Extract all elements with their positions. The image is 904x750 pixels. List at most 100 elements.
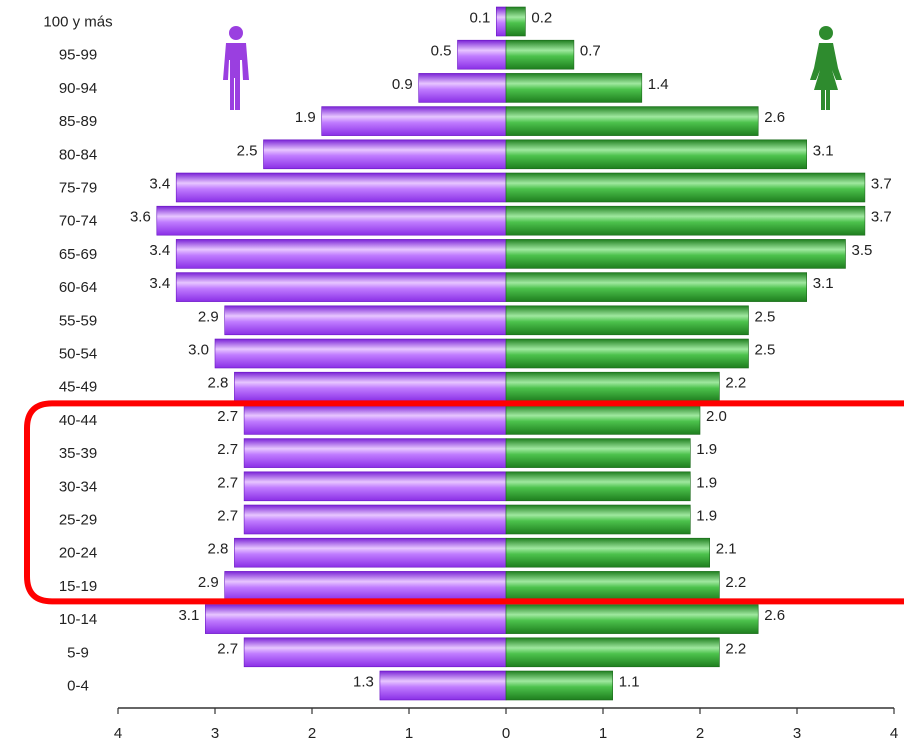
male-bar [234, 371, 507, 402]
female-value-label: 3.7 [871, 209, 892, 226]
female-value-label: 0.7 [580, 43, 601, 60]
female-value-label: 0.2 [531, 10, 552, 27]
age-group-label: 5-9 [67, 644, 89, 661]
male-value-label: 2.5 [237, 142, 258, 159]
age-group-label: 80-84 [59, 146, 97, 163]
female-value-label: 3.1 [813, 275, 834, 292]
female-figure-icon [810, 26, 842, 110]
male-bar [457, 39, 507, 70]
icons-layer [223, 26, 842, 110]
female-bar [505, 537, 710, 568]
x-tick-label: 3 [211, 725, 219, 742]
age-group-label: 100 y más [43, 14, 112, 31]
age-group-label: 35-39 [59, 445, 97, 462]
female-bar [505, 272, 808, 302]
x-tick-label: 1 [599, 725, 607, 742]
male-bar [214, 338, 507, 369]
male-bar [175, 172, 507, 203]
age-group-label: 20-24 [59, 545, 97, 562]
male-bar [243, 438, 507, 468]
x-tick-label: 2 [308, 725, 316, 742]
male-value-label: 3.1 [178, 607, 199, 624]
female-value-label: 2.2 [725, 574, 746, 591]
male-value-label: 2.7 [217, 408, 238, 425]
x-tick-label: 2 [696, 725, 704, 742]
x-tick-label: 4 [114, 725, 122, 742]
male-bar [224, 571, 507, 601]
male-value-label: 0.5 [431, 43, 452, 60]
male-value-label: 3.4 [149, 242, 170, 259]
age-group-label: 85-89 [59, 113, 97, 130]
female-bar [505, 73, 643, 103]
male-value-label: 2.7 [217, 508, 238, 525]
male-value-label: 1.3 [353, 674, 374, 691]
male-value-label: 2.8 [208, 541, 229, 558]
female-bar [505, 106, 759, 136]
age-group-label: 45-49 [59, 379, 97, 396]
male-value-label: 0.1 [469, 10, 490, 27]
age-group-label: 40-44 [59, 412, 97, 429]
age-group-label: 60-64 [59, 279, 97, 296]
female-bar [505, 205, 866, 236]
male-bar [243, 405, 507, 435]
male-bar [175, 272, 507, 302]
female-bar [505, 438, 691, 468]
male-value-label: 1.9 [295, 109, 316, 126]
male-bar [243, 471, 507, 502]
male-bar [495, 6, 507, 37]
highlight-layer [24, 400, 904, 605]
female-bar [505, 371, 720, 402]
female-bar [505, 305, 749, 336]
age-group-label: 55-59 [59, 312, 97, 329]
female-bar [505, 604, 759, 634]
female-value-label: 1.9 [696, 508, 717, 525]
female-bar [505, 637, 720, 668]
age-group-label: 50-54 [59, 346, 97, 363]
female-value-label: 1.9 [696, 474, 717, 491]
female-value-label: 2.2 [725, 640, 746, 657]
female-bar [505, 338, 749, 369]
female-value-label: 2.6 [764, 109, 785, 126]
female-value-label: 2.5 [755, 342, 776, 359]
male-value-label: 2.9 [198, 308, 219, 325]
labels-layer: 100 y más 0.1 0.2 95-99 0.5 0.7 90-94 0.9 1.4 85-… [43, 10, 891, 695]
female-bar [505, 139, 808, 170]
female-bar [505, 670, 613, 701]
age-group-label: 65-69 [59, 246, 97, 263]
female-bar [505, 571, 720, 601]
female-value-label: 1.1 [619, 674, 640, 691]
female-value-label: 2.2 [725, 375, 746, 392]
male-bar [379, 670, 507, 701]
age-group-label: 95-99 [59, 47, 97, 64]
female-value-label: 1.4 [648, 76, 669, 93]
male-bar [418, 73, 507, 103]
male-value-label: 2.7 [217, 441, 238, 458]
female-bar [505, 504, 691, 535]
male-value-label: 2.9 [198, 574, 219, 591]
age-group-label: 30-34 [59, 478, 97, 495]
bars-layer [156, 6, 866, 701]
age-group-label: 0-4 [67, 678, 89, 695]
female-value-label: 2.5 [755, 308, 776, 325]
x-tick-label: 4 [890, 725, 898, 742]
male-value-label: 0.9 [392, 76, 413, 93]
female-value-label: 3.7 [871, 176, 892, 193]
female-value-label: 2.6 [764, 607, 785, 624]
female-value-label: 1.9 [696, 441, 717, 458]
male-bar [156, 205, 507, 236]
female-value-label: 2.0 [706, 408, 727, 425]
female-bar [505, 405, 701, 435]
age-group-label: 25-29 [59, 512, 97, 529]
female-bar [505, 6, 526, 37]
male-bar [243, 637, 507, 668]
age-group-label: 90-94 [59, 80, 97, 97]
male-bar [205, 604, 507, 634]
male-bar [175, 239, 507, 269]
age-group-label: 15-19 [59, 578, 97, 595]
male-bar [224, 305, 507, 336]
male-value-label: 3.6 [130, 209, 151, 226]
male-value-label: 3.0 [188, 342, 209, 359]
male-value-label: 2.8 [208, 375, 229, 392]
female-value-label: 3.5 [852, 242, 873, 259]
